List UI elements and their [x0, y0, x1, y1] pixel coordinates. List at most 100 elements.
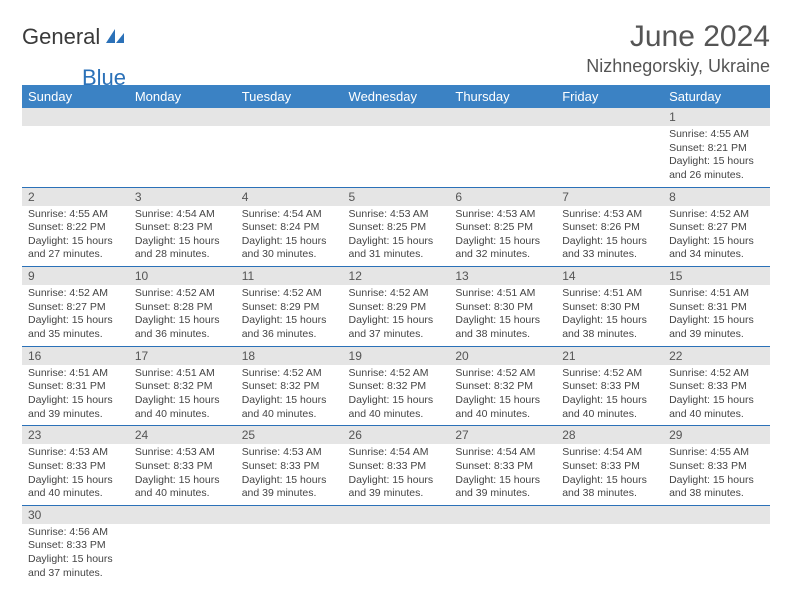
calendar-day: 24Sunrise: 4:53 AMSunset: 8:33 PMDayligh… [129, 426, 236, 506]
calendar-day: 6Sunrise: 4:53 AMSunset: 8:25 PMDaylight… [449, 187, 556, 267]
day-details: Sunrise: 4:54 AMSunset: 8:24 PMDaylight:… [236, 206, 343, 267]
day-number [22, 108, 129, 126]
day-number: 18 [236, 347, 343, 365]
day-details: Sunrise: 4:54 AMSunset: 8:33 PMDaylight:… [449, 444, 556, 505]
day-number [236, 108, 343, 126]
day-detail-line: Sunrise: 4:53 AM [242, 446, 337, 460]
day-detail-line: Sunset: 8:30 PM [562, 301, 657, 315]
day-detail-line: Sunrise: 4:51 AM [669, 287, 764, 301]
day-details: Sunrise: 4:55 AMSunset: 8:33 PMDaylight:… [663, 444, 770, 505]
calendar-day: 2Sunrise: 4:55 AMSunset: 8:22 PMDaylight… [22, 187, 129, 267]
day-details: Sunrise: 4:54 AMSunset: 8:23 PMDaylight:… [129, 206, 236, 267]
calendar-day: 13Sunrise: 4:51 AMSunset: 8:30 PMDayligh… [449, 267, 556, 347]
day-number: 8 [663, 188, 770, 206]
day-detail-line: Daylight: 15 hours [28, 474, 123, 488]
day-detail-line: Sunset: 8:28 PM [135, 301, 230, 315]
calendar-week: 9Sunrise: 4:52 AMSunset: 8:27 PMDaylight… [22, 267, 770, 347]
weekday-header: Thursday [449, 85, 556, 108]
title-block: June 2024 Nizhnegorskiy, Ukraine [586, 20, 770, 77]
calendar-day: 9Sunrise: 4:52 AMSunset: 8:27 PMDaylight… [22, 267, 129, 347]
weekday-header: Friday [556, 85, 663, 108]
day-number: 2 [22, 188, 129, 206]
day-details: Sunrise: 4:53 AMSunset: 8:25 PMDaylight:… [343, 206, 450, 267]
day-details: Sunrise: 4:52 AMSunset: 8:27 PMDaylight:… [22, 285, 129, 346]
day-detail-line: Daylight: 15 hours [669, 474, 764, 488]
day-number [556, 506, 663, 524]
day-detail-line: Daylight: 15 hours [242, 314, 337, 328]
day-detail-line: Sunrise: 4:51 AM [455, 287, 550, 301]
brand-part1: General [22, 24, 100, 50]
day-detail-line: Sunset: 8:33 PM [562, 380, 657, 394]
day-detail-line: and 37 minutes. [28, 567, 123, 581]
day-number: 26 [343, 426, 450, 444]
month-title: June 2024 [586, 20, 770, 54]
calendar-week: 1Sunrise: 4:55 AMSunset: 8:21 PMDaylight… [22, 108, 770, 187]
day-detail-line: Sunrise: 4:53 AM [562, 208, 657, 222]
calendar-day: 16Sunrise: 4:51 AMSunset: 8:31 PMDayligh… [22, 346, 129, 426]
day-detail-line: and 40 minutes. [455, 408, 550, 422]
day-detail-line: Daylight: 15 hours [28, 394, 123, 408]
day-detail-line: Daylight: 15 hours [135, 314, 230, 328]
day-number: 15 [663, 267, 770, 285]
day-detail-line: Daylight: 15 hours [28, 553, 123, 567]
day-number [449, 108, 556, 126]
calendar-empty [663, 505, 770, 584]
day-detail-line: Sunset: 8:27 PM [669, 221, 764, 235]
day-details: Sunrise: 4:53 AMSunset: 8:33 PMDaylight:… [236, 444, 343, 505]
day-number: 16 [22, 347, 129, 365]
day-detail-line: Sunset: 8:23 PM [135, 221, 230, 235]
day-detail-line: Daylight: 15 hours [455, 474, 550, 488]
day-number: 10 [129, 267, 236, 285]
day-details: Sunrise: 4:53 AMSunset: 8:25 PMDaylight:… [449, 206, 556, 267]
day-detail-line: and 28 minutes. [135, 248, 230, 262]
day-detail-line: Daylight: 15 hours [562, 474, 657, 488]
day-detail-line: Sunrise: 4:52 AM [242, 367, 337, 381]
calendar-day: 10Sunrise: 4:52 AMSunset: 8:28 PMDayligh… [129, 267, 236, 347]
day-number [343, 506, 450, 524]
day-detail-line: Sunset: 8:32 PM [349, 380, 444, 394]
day-details: Sunrise: 4:53 AMSunset: 8:26 PMDaylight:… [556, 206, 663, 267]
day-number: 6 [449, 188, 556, 206]
day-detail-line: Daylight: 15 hours [455, 235, 550, 249]
day-details: Sunrise: 4:51 AMSunset: 8:31 PMDaylight:… [22, 365, 129, 426]
day-details: Sunrise: 4:52 AMSunset: 8:29 PMDaylight:… [343, 285, 450, 346]
day-detail-line: Sunset: 8:32 PM [242, 380, 337, 394]
day-detail-line: Daylight: 15 hours [135, 235, 230, 249]
day-detail-line: and 40 minutes. [349, 408, 444, 422]
calendar-day: 17Sunrise: 4:51 AMSunset: 8:32 PMDayligh… [129, 346, 236, 426]
weekday-header: Saturday [663, 85, 770, 108]
day-detail-line: Daylight: 15 hours [455, 394, 550, 408]
day-detail-line: Sunrise: 4:54 AM [242, 208, 337, 222]
day-detail-line: and 34 minutes. [669, 248, 764, 262]
calendar-body: 1Sunrise: 4:55 AMSunset: 8:21 PMDaylight… [22, 108, 770, 584]
day-detail-line: Sunset: 8:33 PM [28, 460, 123, 474]
day-detail-line: Daylight: 15 hours [669, 155, 764, 169]
day-detail-line: Sunset: 8:24 PM [242, 221, 337, 235]
day-details: Sunrise: 4:54 AMSunset: 8:33 PMDaylight:… [556, 444, 663, 505]
calendar-empty [129, 505, 236, 584]
calendar-day: 22Sunrise: 4:52 AMSunset: 8:33 PMDayligh… [663, 346, 770, 426]
day-detail-line: and 26 minutes. [669, 169, 764, 183]
day-details: Sunrise: 4:51 AMSunset: 8:30 PMDaylight:… [556, 285, 663, 346]
calendar-empty [556, 108, 663, 187]
day-number [129, 506, 236, 524]
day-details: Sunrise: 4:52 AMSunset: 8:33 PMDaylight:… [663, 365, 770, 426]
day-number [129, 108, 236, 126]
day-detail-line: and 38 minutes. [669, 487, 764, 501]
day-detail-line: Sunrise: 4:53 AM [135, 446, 230, 460]
day-detail-line: Sunset: 8:22 PM [28, 221, 123, 235]
day-detail-line: and 36 minutes. [135, 328, 230, 342]
day-detail-line: Daylight: 15 hours [562, 394, 657, 408]
day-number: 29 [663, 426, 770, 444]
calendar-week: 2Sunrise: 4:55 AMSunset: 8:22 PMDaylight… [22, 187, 770, 267]
calendar-day: 4Sunrise: 4:54 AMSunset: 8:24 PMDaylight… [236, 187, 343, 267]
day-details: Sunrise: 4:55 AMSunset: 8:22 PMDaylight:… [22, 206, 129, 267]
day-detail-line: Daylight: 15 hours [349, 474, 444, 488]
day-number: 30 [22, 506, 129, 524]
calendar-day: 26Sunrise: 4:54 AMSunset: 8:33 PMDayligh… [343, 426, 450, 506]
day-number: 17 [129, 347, 236, 365]
calendar-head: SundayMondayTuesdayWednesdayThursdayFrid… [22, 85, 770, 108]
day-detail-line: Sunset: 8:33 PM [669, 380, 764, 394]
sail-icon [104, 27, 126, 50]
day-detail-line: Sunrise: 4:52 AM [455, 367, 550, 381]
